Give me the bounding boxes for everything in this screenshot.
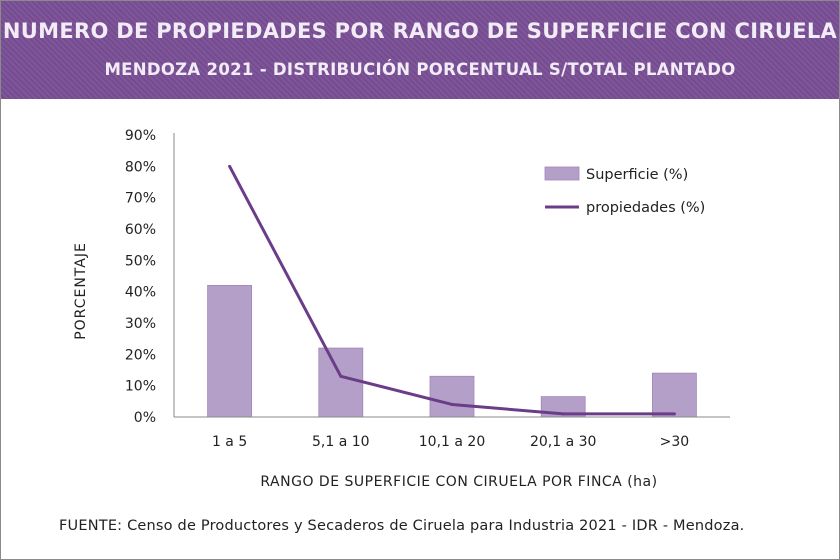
line-point-propiedades <box>450 402 454 406</box>
y-axis-label: PORCENTAJE <box>73 242 89 340</box>
legend-label-propiedades: propiedades (%) <box>586 200 705 216</box>
y-tick-label: 70% <box>125 191 156 207</box>
line-point-propiedades <box>672 412 676 416</box>
y-tick-label: 0% <box>134 410 156 426</box>
chart-area: 0% 10% 20% 30% 40% 50% 60% 70% 80% 90% 1 a 5 5,1 a… <box>73 128 730 490</box>
y-axis: 0% 10% 20% 30% 40% 50% 60% 70% 80% 90% <box>125 128 175 426</box>
y-tick-label: 30% <box>125 316 156 332</box>
source-label: FUENTE: <box>59 518 123 534</box>
x-axis: 1 a 5 5,1 a 10 10,1 a 20 20,1 a 30 >30 <box>174 416 730 450</box>
title-banner: NUMERO DE PROPIEDADES POR RANGO DE SUPER… <box>1 1 839 99</box>
bar-superficie <box>207 284 253 418</box>
bars <box>207 284 697 418</box>
y-tick-label: 20% <box>125 347 156 363</box>
x-tick-label: >30 <box>660 434 690 450</box>
chart-title: NUMERO DE PROPIEDADES POR RANGO DE SUPER… <box>2 19 838 43</box>
y-tick-label: 10% <box>125 379 156 395</box>
y-tick-label: 50% <box>125 253 156 269</box>
x-tick-label: 10,1 a 20 <box>419 434 485 450</box>
y-tick-label: 90% <box>125 128 156 144</box>
bar-superficie <box>429 375 475 418</box>
line-point-propiedades <box>228 164 232 168</box>
x-tick-label: 1 a 5 <box>212 434 247 450</box>
y-tick-label: 40% <box>125 285 156 301</box>
x-tick-label: 5,1 a 10 <box>312 434 370 450</box>
line-point-propiedades <box>339 374 343 378</box>
series-line <box>228 164 676 416</box>
legend-label-superficie: Superficie (%) <box>586 167 688 183</box>
legend-swatch-superficie <box>544 166 580 181</box>
x-axis-label: RANGO DE SUPERFICIE CON CIRUELA POR FINC… <box>260 474 657 490</box>
y-tick-label: 80% <box>125 159 156 175</box>
chart-subtitle: MENDOZA 2021 - DISTRIBUCIÓN PORCENTUAL S… <box>104 60 736 79</box>
bar-superficie <box>318 347 364 418</box>
source-note: FUENTE: Censo de Productores y Secaderos… <box>59 518 744 534</box>
line-point-propiedades <box>561 412 565 416</box>
source-text: Censo de Productores y Secaderos de Ciru… <box>122 518 745 534</box>
legend: Superficie (%) propiedades (%) <box>544 166 705 216</box>
bar-superficie <box>652 372 697 418</box>
y-tick-label: 60% <box>125 222 156 238</box>
x-tick-label: 20,1 a 30 <box>530 434 596 450</box>
